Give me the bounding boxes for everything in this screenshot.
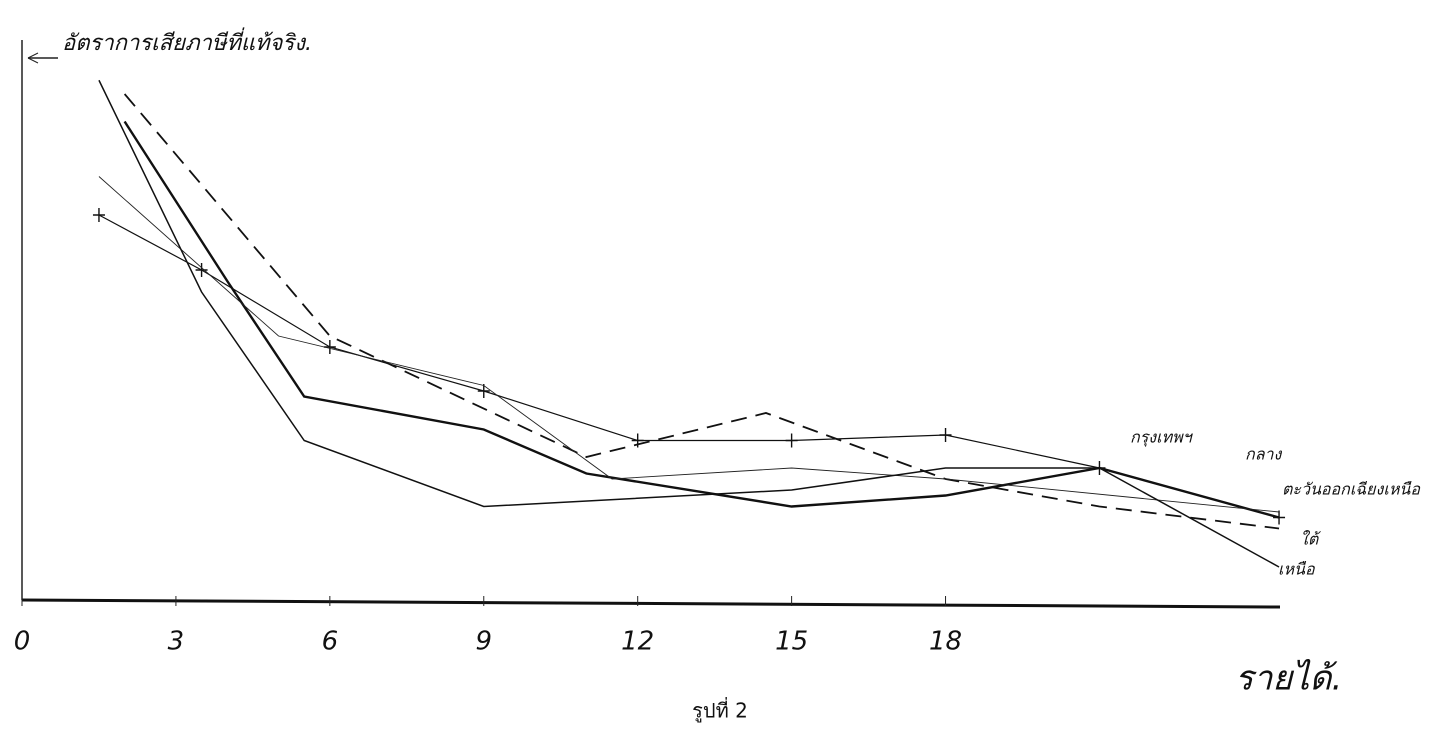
x-tick-label: 3	[168, 627, 185, 657]
x-axis-label: รายได้.	[1235, 659, 1342, 699]
cross-marker	[477, 384, 490, 398]
series-label: กลาง	[1245, 445, 1282, 464]
x-tick-label: 0	[14, 627, 31, 657]
x-tick-label: 12	[621, 627, 654, 657]
x-tick-label: 6	[322, 627, 339, 657]
x-axis	[21, 598, 1281, 609]
cross-marker	[92, 208, 105, 222]
x-tick-label: 18	[929, 627, 962, 657]
series-label: ตะวันออกเฉียงเหนือ	[1282, 480, 1421, 499]
title-arrow-head	[27, 52, 39, 64]
x-tick-label: 9	[475, 627, 492, 657]
cross-marker	[785, 433, 798, 448]
series-line	[98, 176, 1280, 513]
cross-marker	[631, 433, 644, 448]
series-line	[123, 93, 1280, 530]
series-line	[98, 79, 1280, 568]
cross-marker	[195, 263, 208, 277]
cross-marker	[939, 428, 952, 442]
caption: รูปที่ 2	[692, 697, 748, 724]
series-label: กรุงเทพฯ	[1130, 428, 1194, 448]
series-line	[98, 214, 1280, 519]
series-line	[123, 120, 1280, 519]
series-label: ใต้	[1300, 530, 1321, 549]
series-label: เหนือ	[1278, 560, 1316, 579]
chart-title: อัตราการเสียภาษีที่แท้จริง.	[62, 27, 312, 56]
x-tick-label: 15	[775, 627, 808, 657]
